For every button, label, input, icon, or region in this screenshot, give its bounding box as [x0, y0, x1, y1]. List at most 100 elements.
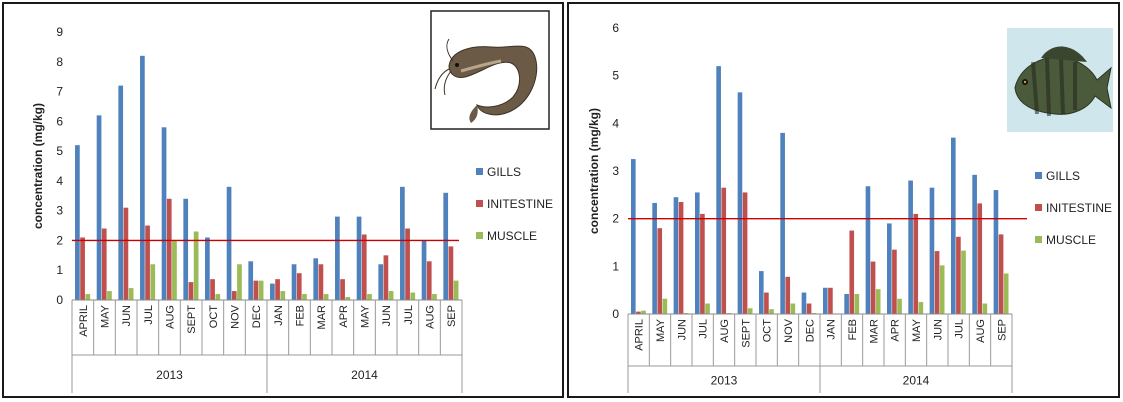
legend-swatch-muscle: [1035, 236, 1042, 243]
x-category-label: AUG: [425, 305, 437, 329]
bar-gills-1: [652, 202, 657, 314]
y-tick-label: 6: [56, 114, 63, 128]
catfish-photo: [430, 10, 550, 130]
bar-muscle-16: [432, 294, 437, 300]
bar-gills-6: [205, 237, 210, 300]
x-category-label: APR: [338, 305, 350, 328]
bar-gills-4: [161, 127, 167, 300]
y-tick-label: 1: [56, 263, 63, 277]
bar-initestine-10: [296, 273, 302, 300]
x-category-label: APR: [890, 319, 902, 342]
legend-label-muscle: MUSCLE: [487, 229, 537, 243]
bar-muscle-10: [854, 293, 860, 314]
bar-initestine-4: [721, 187, 727, 314]
x-category-label: MAY: [360, 304, 372, 328]
bar-muscle-5: [193, 231, 199, 300]
bar-muscle-2: [128, 288, 134, 300]
bar-initestine-3: [145, 225, 150, 300]
bar-initestine-5: [742, 192, 748, 314]
bar-muscle-3: [150, 264, 156, 300]
x-category-label: APRIL: [78, 305, 90, 337]
x-category-label: JUN: [121, 305, 133, 326]
x-category-label: FEB: [847, 319, 859, 340]
y-tick-label: 6: [612, 21, 619, 35]
bar-gills-3: [694, 192, 700, 314]
x-category-label: MAY: [655, 318, 667, 342]
bar-initestine-0: [80, 237, 85, 300]
bar-initestine-15: [405, 228, 410, 300]
bar-initestine-0: [636, 311, 641, 314]
x-category-label: SEP: [996, 319, 1008, 341]
bar-initestine-8: [253, 280, 259, 300]
bar-muscle-0: [85, 294, 91, 300]
x-category-label: MAY: [911, 318, 923, 342]
bar-muscle-7: [790, 303, 796, 314]
bar-gills-0: [630, 159, 636, 314]
bar-initestine-3: [700, 213, 705, 314]
bar-gills-7: [780, 132, 785, 314]
bar-gills-15: [400, 186, 405, 300]
chart-left-svg: concentration (mg/kg) 0 1 2 3 4 5 6 7 8 9 APRIL MAY J…: [31, 10, 553, 393]
bar-muscle-13: [367, 294, 372, 300]
bar-gills-12: [335, 216, 340, 300]
x-group-label: 2014: [903, 374, 930, 388]
tilapia-photo: [1007, 28, 1113, 132]
bar-muscle-3: [705, 303, 710, 314]
bar-muscle-11: [323, 294, 329, 300]
chart-1-plot: concentration (mg/kg) 0 1 2 3 4 5 6 APRIL MAY JUN J…: [587, 21, 1112, 393]
bar-gills-8: [801, 292, 807, 314]
y-tick-label: 5: [612, 69, 619, 83]
x-category-label: MAR: [868, 319, 880, 344]
x-category-label: OCT: [208, 305, 220, 329]
bar-muscle-14: [388, 291, 394, 300]
y-tick-label: 8: [56, 55, 63, 69]
bar-muscle-6: [769, 309, 774, 314]
bar-initestine-6: [210, 279, 215, 300]
bar-muscle-6: [215, 294, 221, 300]
bar-muscle-8: [258, 280, 264, 300]
bar-initestine-17: [448, 246, 454, 300]
bar-muscle-13: [918, 302, 924, 314]
bar-gills-17: [993, 190, 999, 314]
bar-initestine-17: [998, 234, 1004, 314]
bar-gills-5: [737, 92, 743, 314]
y-tick-label: 2: [56, 233, 63, 247]
bar-initestine-14: [934, 251, 940, 314]
bar-initestine-7: [231, 291, 237, 300]
legend-label-initestine: INITESTINE: [487, 197, 553, 211]
bar-initestine-4: [166, 198, 172, 300]
bar-gills-11: [313, 258, 319, 300]
bar-gills-17: [443, 192, 449, 300]
x-category-label: MAY: [100, 304, 112, 328]
y-tick-label: 0: [56, 293, 63, 307]
bar-gills-9: [270, 283, 275, 300]
bar-muscle-5: [747, 308, 753, 314]
y-tick-label: 4: [612, 116, 619, 130]
y-axis-label: concentration (mg/kg): [31, 103, 45, 229]
y-tick-label: 0: [612, 307, 619, 321]
bar-initestine-11: [870, 261, 876, 314]
bar-initestine-6: [764, 292, 769, 314]
bar-muscle-15: [410, 292, 416, 300]
bar-gills-15: [950, 137, 956, 314]
x-category-label: APRIL: [634, 319, 646, 351]
bar-gills-11: [865, 186, 871, 314]
legend-label-gills: GILLS: [1046, 169, 1080, 183]
x-group-label: 2013: [711, 374, 738, 388]
bar-gills-14: [378, 264, 384, 300]
bar-initestine-7: [785, 276, 791, 314]
bar-initestine-11: [318, 264, 324, 300]
bar-muscle-7: [237, 264, 242, 300]
x-category-label: JUL: [954, 319, 966, 339]
x-category-label: DEC: [251, 305, 263, 328]
legend-label-muscle: MUSCLE: [1046, 233, 1096, 247]
bar-initestine-13: [361, 234, 367, 300]
bar-muscle-1: [662, 298, 668, 314]
x-category-label: SEPT: [186, 305, 198, 334]
legend-swatch-muscle: [476, 232, 483, 239]
legend-label-gills: GILLS: [487, 165, 521, 179]
y-tick-label: 5: [56, 144, 63, 158]
bar-gills-16: [421, 240, 427, 300]
bar-muscle-17: [1003, 273, 1009, 314]
bar-muscle-16: [982, 303, 988, 314]
